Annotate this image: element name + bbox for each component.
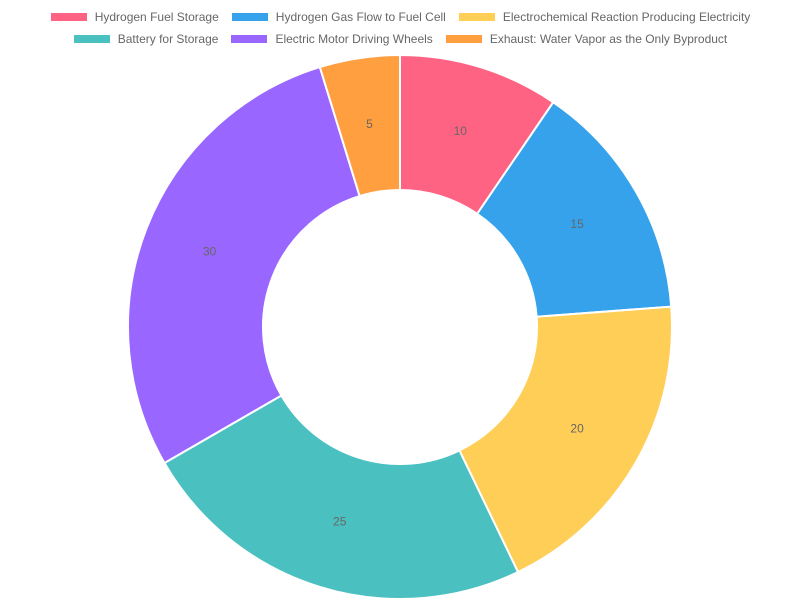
legend: Hydrogen Fuel Storage Hydrogen Gas Flow … <box>0 6 800 50</box>
slice-value-label-3: 20 <box>570 421 584 435</box>
slice-value-label-1: 10 <box>454 124 468 138</box>
legend-swatch <box>230 34 269 44</box>
legend-label: Hydrogen Gas Flow to Fuel Cell <box>275 10 446 24</box>
slice-5[interactable] <box>127 65 361 465</box>
legend-item-hydrogen-gas-flow[interactable]: Hydrogen Gas Flow to Fuel Cell <box>230 10 446 24</box>
slice-3[interactable] <box>458 305 673 574</box>
slice-6[interactable] <box>318 53 401 198</box>
legend-swatch <box>457 12 496 22</box>
legend-swatch <box>49 12 88 22</box>
legend-row-2: Battery for Storage Electric Motor Drivi… <box>0 28 800 50</box>
legend-row-1: Hydrogen Fuel Storage Hydrogen Gas Flow … <box>0 6 800 28</box>
slice-4[interactable] <box>163 394 520 600</box>
legend-item-electric-motor[interactable]: Electric Motor Driving Wheels <box>230 32 433 46</box>
legend-label: Battery for Storage <box>117 32 219 46</box>
legend-label: Electrochemical Reaction Producing Elect… <box>502 10 751 24</box>
legend-swatch <box>72 34 111 44</box>
legend-swatch <box>230 12 269 22</box>
slice-value-label-4: 25 <box>333 515 347 529</box>
slice-2[interactable] <box>475 100 673 318</box>
slice-value-label-2: 15 <box>570 217 584 231</box>
slice-value-label-5: 30 <box>203 244 217 258</box>
slice-value-label-6: 5 <box>366 117 373 131</box>
legend-item-exhaust-water-vapor[interactable]: Exhaust: Water Vapor as the Only Byprodu… <box>444 32 728 46</box>
legend-swatch <box>444 34 483 44</box>
legend-label: Electric Motor Driving Wheels <box>275 32 433 46</box>
legend-label: Hydrogen Fuel Storage <box>94 10 219 24</box>
legend-item-electrochemical-reaction[interactable]: Electrochemical Reaction Producing Elect… <box>457 10 751 24</box>
legend-item-hydrogen-fuel-storage[interactable]: Hydrogen Fuel Storage <box>49 10 219 24</box>
legend-item-battery-for-storage[interactable]: Battery for Storage <box>72 32 219 46</box>
legend-label: Exhaust: Water Vapor as the Only Byprodu… <box>489 32 728 46</box>
